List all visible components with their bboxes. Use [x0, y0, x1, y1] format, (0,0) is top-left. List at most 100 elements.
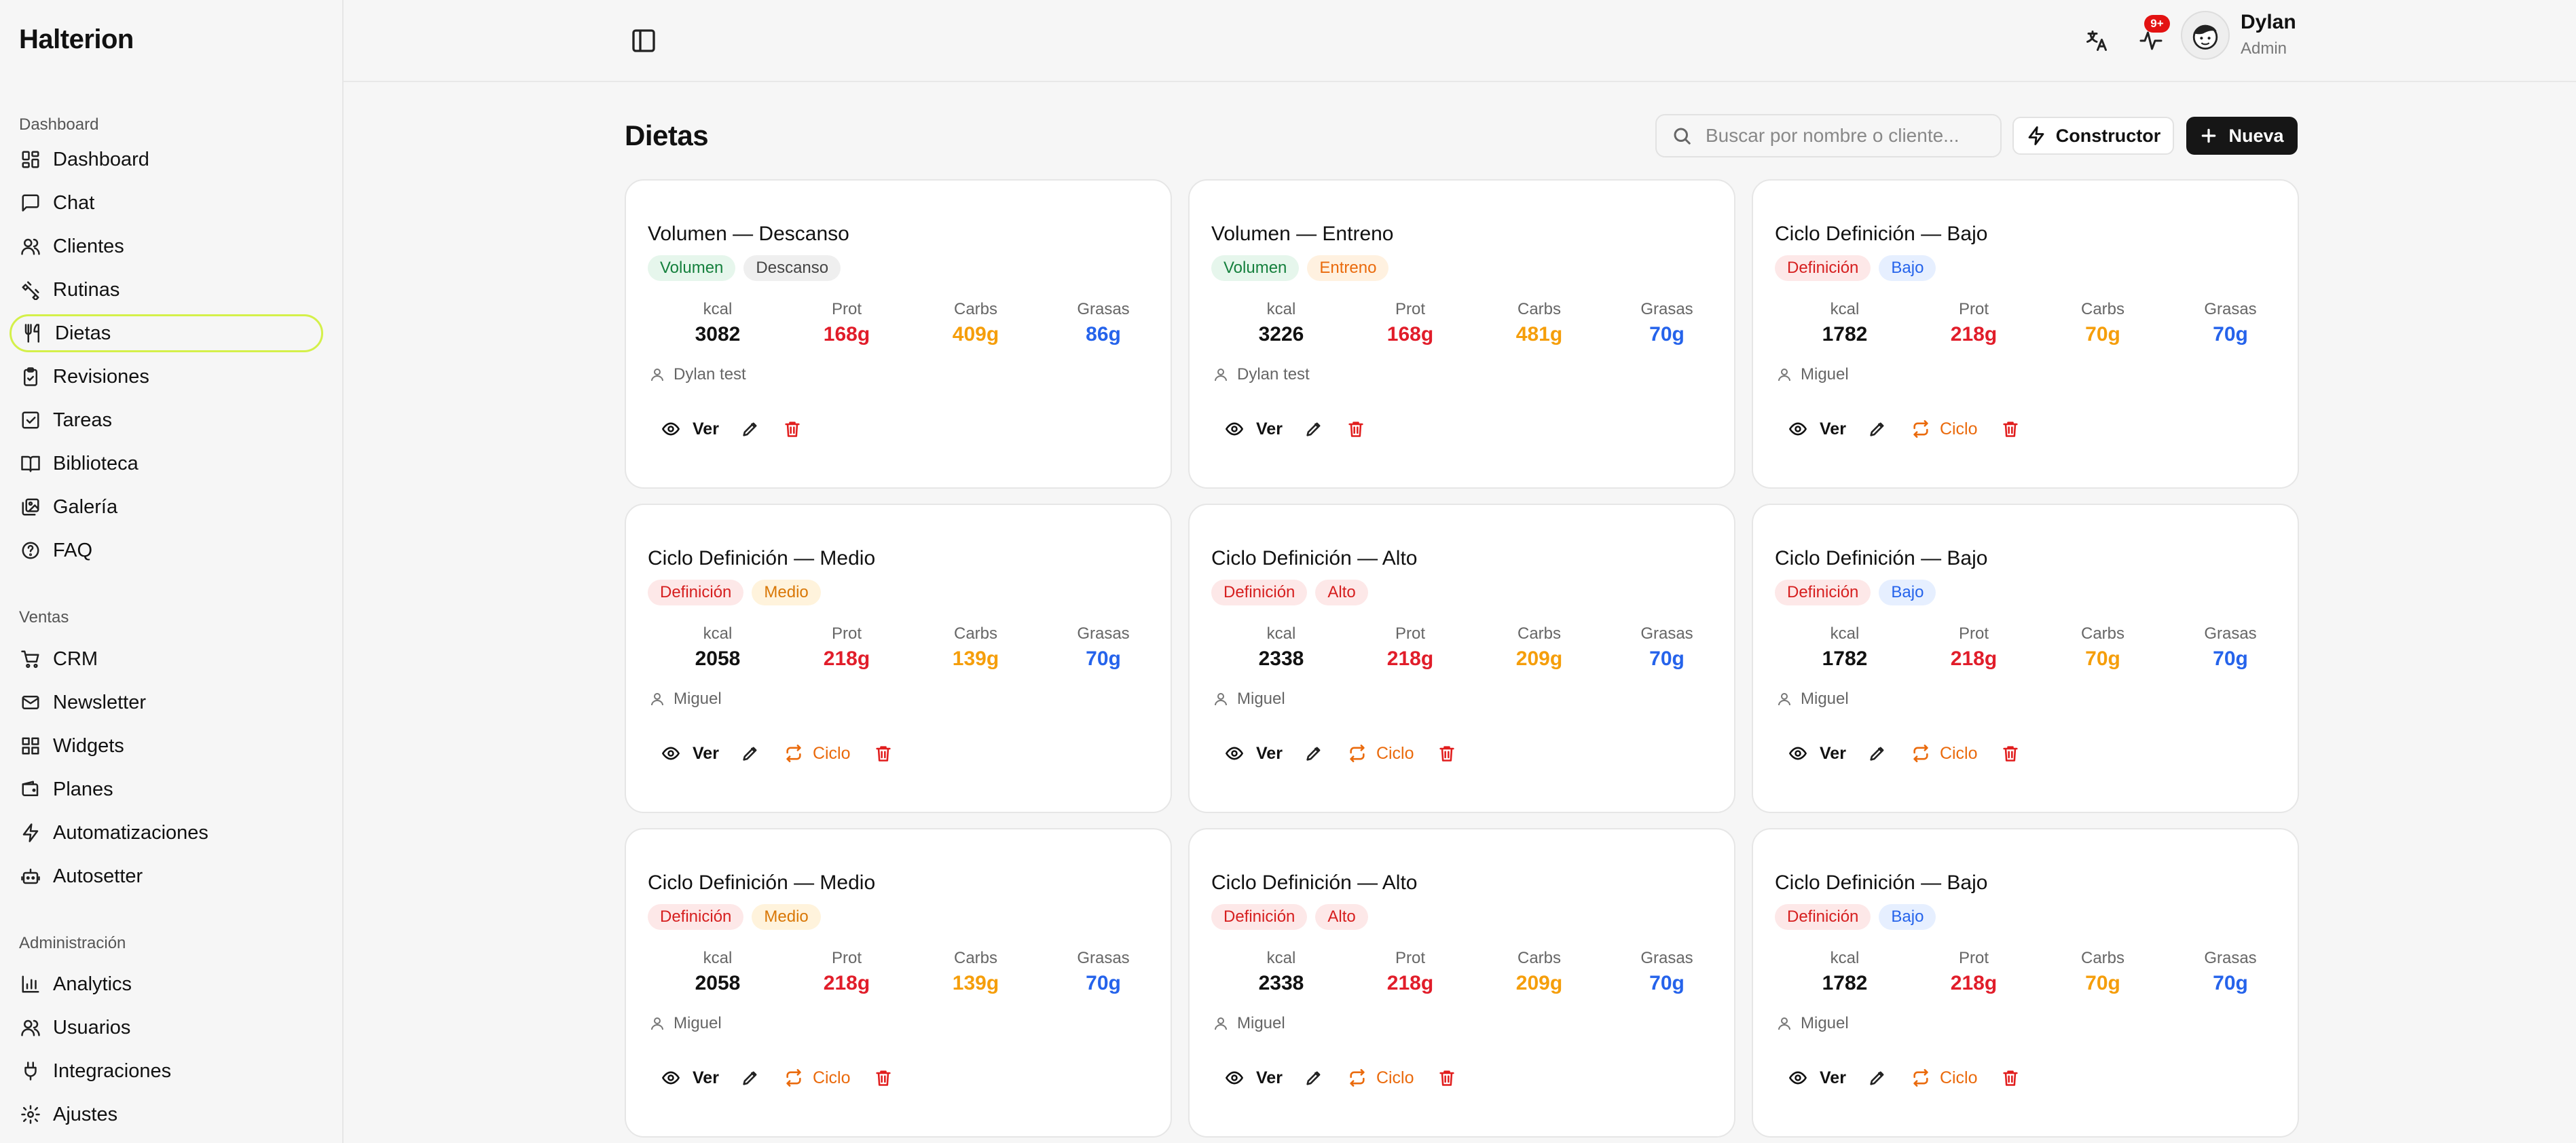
trash-icon: [785, 421, 800, 437]
avatar[interactable]: [2181, 11, 2230, 60]
new-diet-button[interactable]: Nueva: [2186, 117, 2298, 155]
sidebar-item-autosetter[interactable]: Autosetter: [10, 857, 323, 895]
view-button[interactable]: Ver: [646, 738, 719, 768]
sidebar-item-biblioteca[interactable]: Biblioteca: [10, 445, 323, 483]
diet-card: Ciclo Definición — Bajo Definición Bajo kca…: [1752, 504, 2299, 813]
sidebar-item-integraciones[interactable]: Integraciones: [10, 1052, 323, 1090]
view-button[interactable]: Ver: [646, 414, 719, 444]
delete-button[interactable]: [2001, 414, 2020, 444]
cycle-button[interactable]: Ciclo: [1911, 414, 1978, 444]
user-name[interactable]: Dylan: [2241, 11, 2296, 33]
edit-button[interactable]: [741, 414, 760, 444]
sidebar-item-newsletter[interactable]: Newsletter: [10, 683, 323, 722]
diet-card: Ciclo Definición — Alto Definición Alto kca…: [1188, 828, 1735, 1138]
sidebar-item-faq[interactable]: FAQ: [10, 531, 323, 569]
view-button[interactable]: Ver: [1210, 738, 1283, 768]
view-button[interactable]: Ver: [1773, 414, 1846, 444]
diet-tags: Definición Medio: [648, 580, 821, 605]
diet-tag: Medio: [752, 580, 821, 605]
sidebar-item-automatizaciones[interactable]: Automatizaciones: [10, 814, 323, 852]
edit-button[interactable]: [1304, 414, 1323, 444]
view-button[interactable]: Ver: [1210, 1063, 1283, 1093]
sidebar-item-dietas[interactable]: Dietas: [10, 314, 323, 352]
macro-value: 481g: [1515, 323, 1563, 345]
sidebar-item-dashboard[interactable]: Dashboard: [10, 140, 323, 179]
diet-card: Volumen — Entreno Volumen Entreno kcal 3226 P…: [1188, 179, 1735, 489]
edit-button[interactable]: [741, 738, 760, 768]
sidebar-item-usuarios[interactable]: Usuarios: [10, 1009, 323, 1047]
sidebar-item-galer-a[interactable]: Galería: [10, 488, 323, 526]
macro-protein: Prot 218g: [789, 624, 904, 671]
edit-button[interactable]: [1304, 738, 1323, 768]
cycle-button[interactable]: Ciclo: [784, 1063, 851, 1093]
sidebar-item-label: Widgets: [53, 734, 124, 757]
delete-button[interactable]: [1437, 738, 1456, 768]
view-button[interactable]: Ver: [1773, 1063, 1846, 1093]
eye-icon: [662, 747, 680, 760]
cycle-button[interactable]: Ciclo: [1911, 738, 1978, 768]
sidebar-item-label: Chat: [53, 191, 95, 214]
sidebar-item-widgets[interactable]: Widgets: [10, 727, 323, 765]
diet-client-name: Miguel: [674, 690, 722, 708]
eye-icon: [1226, 422, 1243, 436]
view-button[interactable]: Ver: [646, 1063, 719, 1093]
macro-value: 70g: [2213, 972, 2248, 994]
delete-button[interactable]: [1346, 414, 1365, 444]
cycle-button[interactable]: Ciclo: [784, 738, 851, 768]
delete-button[interactable]: [874, 1063, 893, 1093]
search-field[interactable]: [1655, 114, 2002, 157]
view-button[interactable]: Ver: [1773, 738, 1846, 768]
diet-card-actions: Ver: [646, 414, 802, 444]
sidebar-item-label: FAQ: [53, 539, 93, 561]
user-icon: [1778, 1017, 1790, 1030]
diet-card-title: Ciclo Definición — Bajo: [1775, 872, 1988, 894]
edit-button[interactable]: [1868, 1063, 1887, 1093]
diet-card-title: Ciclo Definición — Bajo: [1775, 547, 1988, 569]
delete-button[interactable]: [874, 738, 893, 768]
search-input[interactable]: [1706, 125, 1991, 147]
diet-card-title: Ciclo Definición — Bajo: [1775, 223, 1988, 245]
cycle-button[interactable]: Ciclo: [1348, 1063, 1414, 1093]
brand-logo[interactable]: Halterion: [19, 24, 134, 54]
language-button[interactable]: [2082, 26, 2112, 56]
sidebar-item-rutinas[interactable]: Rutinas: [10, 271, 323, 309]
diet-client: Dylan test: [1213, 365, 1310, 384]
macro-value: 86g: [1086, 323, 1121, 345]
pencil-icon: [1870, 747, 1884, 761]
diet-tags: Definición Alto: [1211, 904, 1368, 930]
diet-card-actions: Ver Ciclo: [1773, 1063, 2020, 1093]
sidebar-toggle-button[interactable]: [629, 26, 659, 56]
edit-button[interactable]: [1868, 414, 1887, 444]
delete-button[interactable]: [2001, 1063, 2020, 1093]
new-diet-button-label: Nueva: [2228, 125, 2284, 146]
cycle-button[interactable]: Ciclo: [1911, 1063, 1978, 1093]
panel-left-icon: [632, 29, 655, 52]
sidebar-item-planes[interactable]: Planes: [10, 770, 323, 808]
sidebar-item-revisiones[interactable]: Revisiones: [10, 358, 323, 396]
activity-button[interactable]: [2136, 26, 2166, 56]
sidebar-item-analytics[interactable]: Analytics: [10, 965, 323, 1003]
edit-button[interactable]: [1868, 738, 1887, 768]
macro-label: Prot: [831, 624, 862, 643]
sidebar-item-ajustes[interactable]: Ajustes: [10, 1095, 323, 1133]
diet-card: Volumen — Descanso Volumen Descanso kcal 308…: [625, 179, 1172, 489]
diet-tag: Definición: [1775, 580, 1871, 605]
sidebar-item-tareas[interactable]: Tareas: [10, 401, 323, 439]
view-button-label: Ver: [693, 743, 719, 763]
edit-button[interactable]: [741, 1063, 760, 1093]
delete-button[interactable]: [783, 414, 802, 444]
edit-button[interactable]: [1304, 1063, 1323, 1093]
delete-button[interactable]: [1437, 1063, 1456, 1093]
macro-value: 218g: [1386, 648, 1434, 670]
delete-button[interactable]: [2001, 738, 2020, 768]
sidebar-item-chat[interactable]: Chat: [10, 184, 323, 222]
sidebar-item-label: Dietas: [55, 322, 111, 344]
constructor-button[interactable]: Constructor: [2012, 117, 2174, 155]
diet-card-actions: Ver Ciclo: [1210, 1063, 1456, 1093]
diet-tag: Definición: [648, 904, 744, 930]
sidebar-item-clientes[interactable]: Clientes: [10, 227, 323, 265]
sidebar-item-crm[interactable]: CRM: [10, 640, 323, 678]
view-button[interactable]: Ver: [1210, 414, 1283, 444]
diet-client-name: Dylan test: [1237, 365, 1310, 383]
cycle-button[interactable]: Ciclo: [1348, 738, 1414, 768]
